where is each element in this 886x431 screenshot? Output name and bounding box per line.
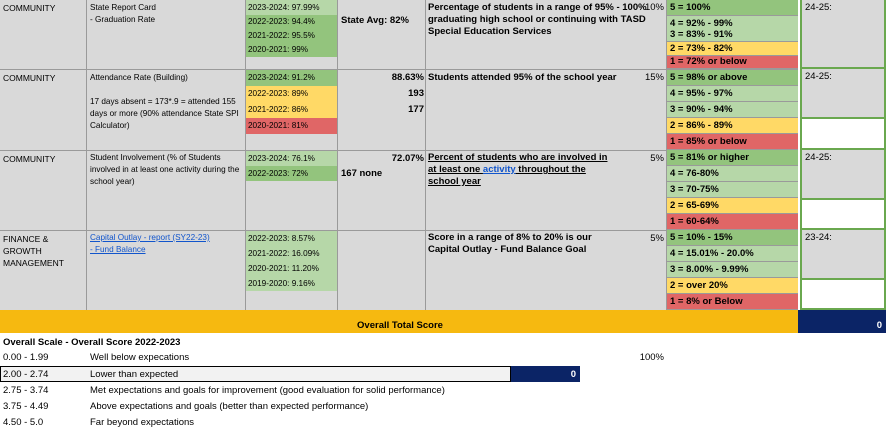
row-category: COMMUNITY: [3, 154, 56, 164]
scale-3: 3 = 8.00% - 9.99%: [667, 262, 798, 278]
goal-text-pre: Percent of students who are involved in …: [428, 152, 608, 175]
target-input[interactable]: [800, 117, 886, 150]
grid-line: [245, 0, 246, 310]
scale-5: 5 = 98% or above: [667, 70, 798, 86]
target-year: 24-25:: [800, 0, 886, 69]
target-input[interactable]: [800, 198, 886, 230]
scale-desc: Met expectations and goals for improveme…: [90, 385, 445, 396]
goal-description: Students attended 95% of the school year: [428, 72, 617, 83]
scale-3: 3 = 70-75%: [667, 182, 798, 198]
row-category: COMMUNITY: [3, 73, 56, 83]
fund-balance-link[interactable]: - Fund Balance: [90, 245, 146, 254]
total-score-value: 0: [876, 320, 882, 331]
year-cell: 2021-2022: 86%: [246, 102, 337, 118]
row-involvement: [0, 150, 798, 230]
scale-5: 5 = 10% - 15%: [667, 230, 798, 246]
row-capital-outlay: [0, 230, 798, 310]
scale-5: 5 = 81% or higher: [667, 150, 798, 166]
year-cell: 2022-2023: 72%: [246, 166, 337, 181]
scale-range: 0.00 - 1.99: [3, 352, 49, 363]
row-graduation: [0, 0, 798, 69]
year-cell: 2021-2022: 95.5%: [246, 29, 337, 43]
state-average: State Avg: 82%: [341, 15, 409, 26]
scale-3: 3 = 90% - 94%: [667, 102, 798, 118]
target-input[interactable]: [800, 278, 886, 310]
scale-1: 1 = 85% or below: [667, 134, 798, 150]
weight: 15%: [644, 72, 664, 83]
grid-line: [86, 0, 87, 310]
row-measure: Capital Outlay - report (SY22-23) - Fund…: [90, 232, 245, 256]
total-score-bar: [0, 310, 798, 333]
overall-scale-title: Overall Scale - Overall Score 2022-2023: [3, 337, 181, 348]
attendance-days: 193: [408, 88, 424, 99]
scale-2: 2 = 73% - 82%: [667, 42, 798, 56]
weight: 5%: [650, 153, 664, 164]
involvement-value: 72.07%: [391, 153, 424, 164]
year-cell: 2019-2020: 9.16%: [246, 276, 337, 291]
scale-2: 2 = 65-69%: [667, 198, 798, 214]
measure-note: 17 days absent = 173*.9 = attended 155 d…: [90, 97, 239, 130]
no-activity-count: 167 none: [341, 168, 383, 179]
goal-description: Percent of students who are involved in …: [428, 152, 618, 188]
scale-1: 1 = 72% or below: [667, 56, 798, 69]
year-cell: 2023-2024: 76.1%: [246, 151, 337, 166]
scale-range: 4.50 - 5.0: [3, 417, 44, 428]
row-measure: Attendance Rate (Building): [90, 73, 188, 82]
scale-4: 4 = 76-80%: [667, 166, 798, 182]
weight: 10%: [644, 2, 664, 13]
grid-line: [425, 0, 426, 310]
scale-2: 2 = over 20%: [667, 278, 798, 294]
scale-1: 1 = 60-64%: [667, 214, 798, 230]
year-cell: 2022-2023: 89%: [246, 86, 337, 102]
year-cell: 2022-2023: 94.4%: [246, 15, 337, 29]
row-measure: Student Involvement (% of Students invol…: [90, 153, 240, 186]
scale-desc: Far beyond expectations: [90, 417, 195, 428]
total-score-cell: [798, 310, 886, 333]
attendance-min-days: 177: [408, 104, 424, 115]
capital-outlay-report-link[interactable]: Capital Outlay - report (SY22-23): [90, 233, 210, 242]
target-year: 24-25:: [800, 150, 886, 198]
scale-2: 2 = 86% - 89%: [667, 118, 798, 134]
grid-line: [666, 0, 667, 310]
scale-3: 3 = 83% - 91%: [667, 29, 798, 42]
grid-line: [337, 0, 338, 310]
row-attendance: [0, 69, 798, 150]
year-cell: 2021-2022: 16.09%: [246, 246, 337, 261]
overall-percent: 100%: [639, 352, 664, 363]
row-category: COMMUNITY: [3, 3, 56, 13]
scale-4: 4 = 95% - 97%: [667, 86, 798, 102]
weight: 5%: [650, 233, 664, 244]
year-cell: 2022-2023: 8.57%: [246, 231, 337, 246]
scale-desc: Lower than expected: [90, 369, 179, 380]
highlight-row: [0, 366, 511, 382]
scale-1: 1 = 8% or Below: [667, 294, 798, 310]
row-category: FINANCE & GROWTH MANAGEMENT: [3, 234, 64, 268]
goal-description: Score in a range of 8% to 20% is our Cap…: [428, 232, 592, 255]
overall-score-value: 0: [570, 369, 576, 380]
scale-range: 2.00 - 2.74: [3, 369, 49, 380]
year-cell: 2023-2024: 97.99%: [246, 0, 337, 15]
scale-desc: Above expectations and goals (better tha…: [90, 401, 369, 412]
total-score-label: Overall Total Score: [357, 320, 443, 331]
scale-5: 5 = 100%: [667, 0, 798, 16]
target-year: 23-24:: [800, 230, 886, 278]
goal-description: Percentage of students in a range of 95%…: [428, 2, 647, 37]
scale-range: 2.75 - 3.74: [3, 385, 49, 396]
year-cell: 2020-2021: 81%: [246, 118, 337, 134]
year-cell: 2020-2021: 99%: [246, 43, 337, 57]
scale-desc: Well below expecations: [90, 352, 190, 363]
year-cell: 2023-2024: 91.2%: [246, 70, 337, 86]
goal-text-post: throughout the school year: [428, 164, 586, 187]
row-measure: State Report Card - Graduation Rate: [90, 3, 156, 24]
overall-score-cell: [511, 366, 580, 382]
scale-range: 3.75 - 4.49: [3, 401, 49, 412]
target-year: 24-25:: [800, 69, 886, 117]
scale-4: 4 = 15.01% - 20.0%: [667, 246, 798, 262]
attendance-value: 88.63%: [391, 72, 424, 83]
activity-link[interactable]: activity: [482, 164, 516, 175]
year-cell: 2020-2021: 11.20%: [246, 261, 337, 276]
